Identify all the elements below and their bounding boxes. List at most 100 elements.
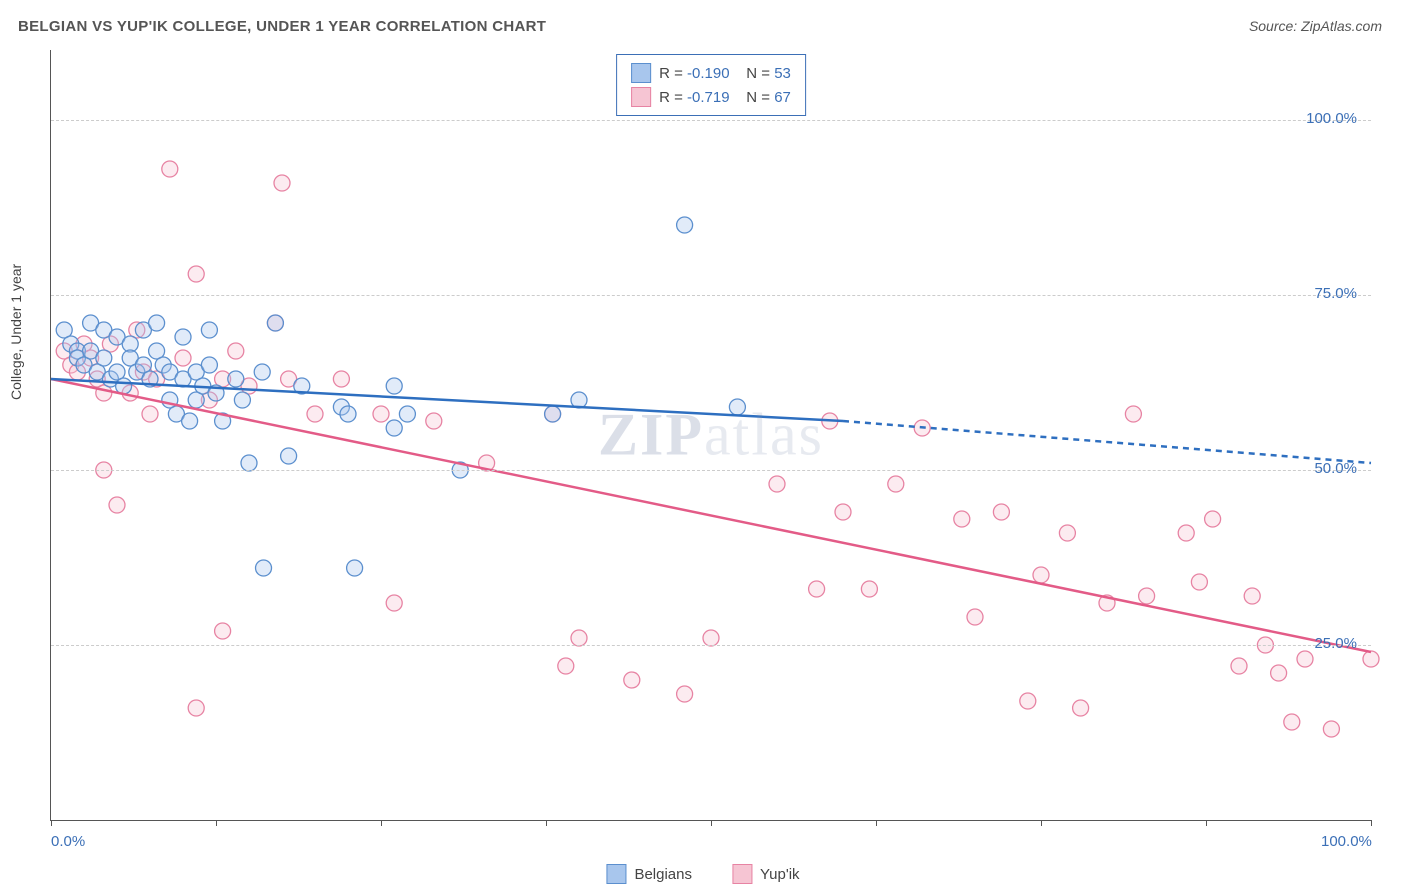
data-point	[386, 378, 402, 394]
data-point	[267, 315, 283, 331]
data-point	[571, 630, 587, 646]
x-tick-mark	[876, 820, 877, 826]
data-point	[729, 399, 745, 415]
data-point	[1297, 651, 1313, 667]
swatch-yupik-icon	[732, 864, 752, 884]
data-point	[307, 406, 323, 422]
y-tick-label: 75.0%	[1314, 285, 1357, 302]
data-point	[1284, 714, 1300, 730]
data-point	[861, 581, 877, 597]
data-point	[1231, 658, 1247, 674]
data-point	[545, 406, 561, 422]
data-point	[96, 350, 112, 366]
data-point	[149, 315, 165, 331]
data-point	[228, 371, 244, 387]
x-tick-label: 0.0%	[51, 833, 85, 850]
y-tick-label: 50.0%	[1314, 460, 1357, 477]
data-point	[1178, 525, 1194, 541]
data-point	[373, 406, 389, 422]
series-legend: Belgians Yup'ik	[606, 864, 799, 884]
legend-a-text: R = -0.190 N = 53	[659, 65, 791, 82]
data-point	[386, 420, 402, 436]
data-point	[201, 357, 217, 373]
swatch-yupik-icon	[631, 87, 651, 107]
data-point	[254, 364, 270, 380]
data-point	[188, 700, 204, 716]
data-point	[340, 406, 356, 422]
x-tick-mark	[546, 820, 547, 826]
chart-title: BELGIAN VS YUP'IK COLLEGE, UNDER 1 YEAR …	[18, 18, 546, 35]
data-point	[1191, 574, 1207, 590]
gridline	[51, 295, 1371, 296]
data-point	[241, 455, 257, 471]
x-tick-mark	[1371, 820, 1372, 826]
data-point	[1059, 525, 1075, 541]
gridline	[51, 120, 1371, 121]
x-tick-mark	[1206, 820, 1207, 826]
y-axis-label: College, Under 1 year	[8, 264, 24, 400]
x-tick-mark	[1041, 820, 1042, 826]
data-point	[175, 350, 191, 366]
data-point	[182, 413, 198, 429]
data-point	[967, 609, 983, 625]
data-point	[677, 217, 693, 233]
correlation-legend: R = -0.190 N = 53 R = -0.719 N = 67	[616, 54, 806, 116]
data-point	[1323, 721, 1339, 737]
data-point	[1020, 693, 1036, 709]
trend-line	[51, 379, 1371, 652]
data-point	[215, 623, 231, 639]
data-point	[188, 266, 204, 282]
data-point	[624, 672, 640, 688]
gridline	[51, 645, 1371, 646]
data-point	[228, 343, 244, 359]
x-tick-mark	[381, 820, 382, 826]
data-point	[1244, 588, 1260, 604]
data-point	[1125, 406, 1141, 422]
chart-container: BELGIAN VS YUP'IK COLLEGE, UNDER 1 YEAR …	[0, 0, 1406, 892]
legend-item-belgians: Belgians	[606, 864, 692, 884]
legend-label-belgians: Belgians	[634, 866, 692, 883]
legend-b-text: R = -0.719 N = 67	[659, 89, 791, 106]
legend-item-yupik: Yup'ik	[732, 864, 800, 884]
data-point	[347, 560, 363, 576]
data-point	[399, 406, 415, 422]
data-point	[274, 175, 290, 191]
legend-label-yupik: Yup'ik	[760, 866, 800, 883]
data-point	[558, 658, 574, 674]
x-tick-mark	[216, 820, 217, 826]
data-point	[1139, 588, 1155, 604]
data-point	[142, 406, 158, 422]
data-point	[234, 392, 250, 408]
data-point	[1073, 700, 1089, 716]
data-point	[256, 560, 272, 576]
data-point	[162, 161, 178, 177]
data-point	[201, 322, 217, 338]
x-tick-mark	[51, 820, 52, 826]
data-point	[993, 504, 1009, 520]
y-tick-label: 100.0%	[1306, 110, 1357, 127]
y-tick-label: 25.0%	[1314, 635, 1357, 652]
x-tick-mark	[711, 820, 712, 826]
data-point	[426, 413, 442, 429]
data-point	[1363, 651, 1379, 667]
data-point	[1033, 567, 1049, 583]
x-tick-label: 100.0%	[1321, 833, 1372, 850]
data-point	[769, 476, 785, 492]
data-point	[888, 476, 904, 492]
data-point	[809, 581, 825, 597]
data-point	[703, 630, 719, 646]
gridline	[51, 470, 1371, 471]
source-label: Source: ZipAtlas.com	[1249, 18, 1382, 34]
legend-row-b: R = -0.719 N = 67	[631, 85, 791, 109]
scatter-svg	[51, 50, 1371, 820]
data-point	[386, 595, 402, 611]
data-point	[835, 504, 851, 520]
data-point	[1271, 665, 1287, 681]
trend-line	[843, 421, 1371, 463]
legend-row-a: R = -0.190 N = 53	[631, 61, 791, 85]
data-point	[954, 511, 970, 527]
data-point	[333, 371, 349, 387]
data-point	[677, 686, 693, 702]
data-point	[109, 497, 125, 513]
plot-area: ZIPatlas R = -0.190 N = 53 R = -0.719	[50, 50, 1371, 821]
